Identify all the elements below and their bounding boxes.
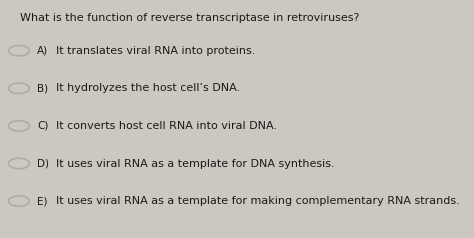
Text: What is the function of reverse transcriptase in retroviruses?: What is the function of reverse transcri… [20, 13, 359, 23]
Text: E): E) [37, 196, 47, 206]
Text: It hydrolyzes the host cell’s DNA.: It hydrolyzes the host cell’s DNA. [56, 83, 240, 93]
Text: C): C) [37, 121, 48, 131]
Text: It translates viral RNA into proteins.: It translates viral RNA into proteins. [56, 46, 255, 56]
Text: It uses viral RNA as a template for making complementary RNA strands.: It uses viral RNA as a template for maki… [56, 196, 460, 206]
Text: It uses viral RNA as a template for DNA synthesis.: It uses viral RNA as a template for DNA … [56, 159, 335, 169]
Text: A): A) [37, 46, 48, 56]
Text: D): D) [37, 159, 49, 169]
Text: It converts host cell RNA into viral DNA.: It converts host cell RNA into viral DNA… [56, 121, 277, 131]
Text: B): B) [37, 83, 48, 93]
